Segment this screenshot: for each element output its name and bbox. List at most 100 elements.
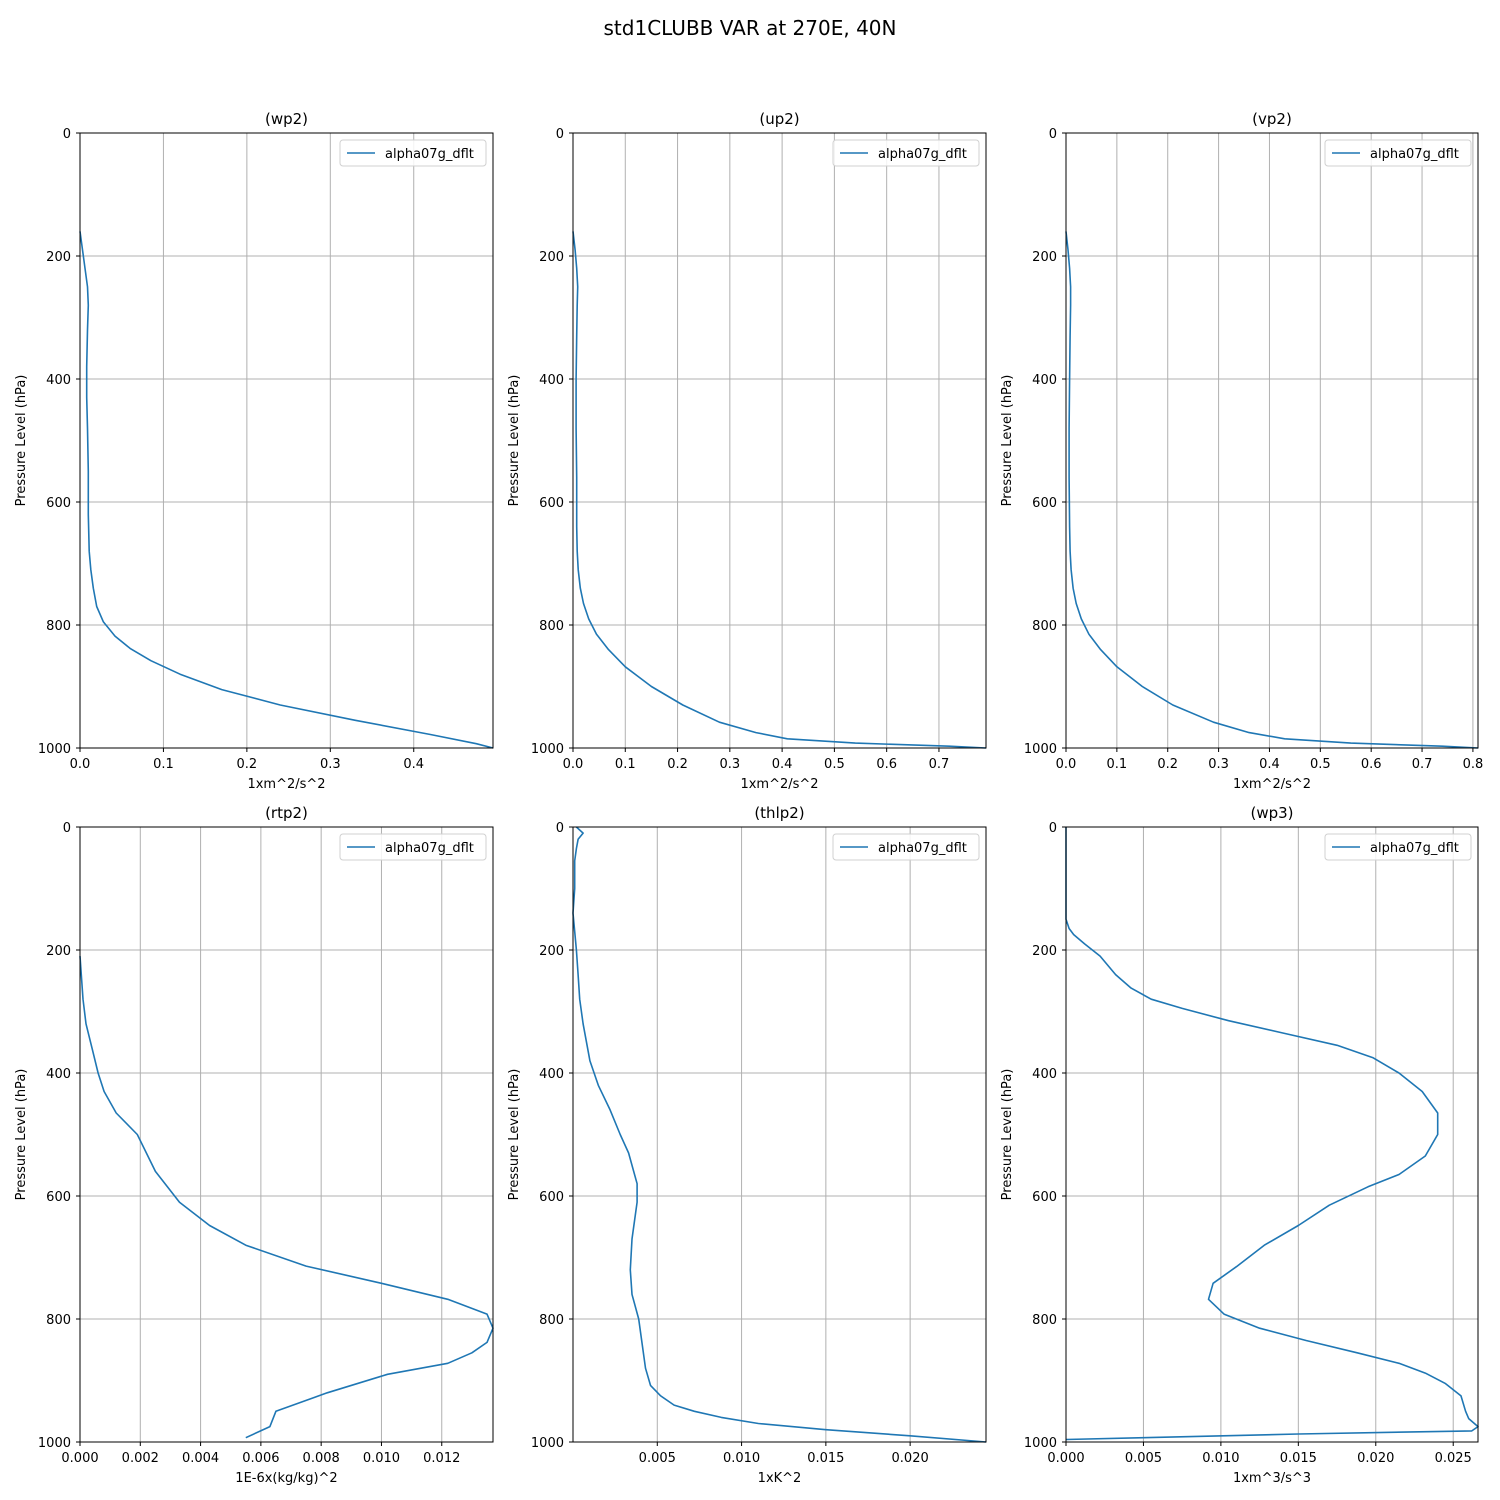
- subplot-thlp2: 0.005 0.010 0.015 0.020 0 200 400 600 800 1000 (th…: [507, 804, 987, 1486]
- x-tick-label: 0.1: [153, 757, 174, 772]
- x-axis-label: 1xm^3/s^3: [1233, 1471, 1311, 1486]
- legend: alpha07g_dflt: [339, 139, 487, 167]
- series-line-alpha07g_dflt: [79, 231, 494, 749]
- y-tick-label: 0: [556, 821, 564, 836]
- x-tick-label: 0.010: [1202, 1451, 1239, 1466]
- x-tick-label: 0.6: [1361, 757, 1382, 772]
- figure-title: std1CLUBB VAR at 270E, 40N: [603, 16, 897, 40]
- y-tick-label: 400: [1032, 1067, 1057, 1082]
- x-tick-label: 0.7: [929, 757, 950, 772]
- y-axis-label: Pressure Level (hPa): [14, 375, 29, 507]
- y-tick-label: 600: [46, 496, 71, 511]
- x-tick-label: 0.006: [242, 1451, 279, 1466]
- legend: alpha07g_dflt: [1324, 833, 1472, 861]
- x-axis-label: 1E-6x(kg/kg)^2: [235, 1471, 337, 1486]
- x-tick-label: 0.008: [303, 1451, 340, 1466]
- subplot-title: (thlp2): [754, 804, 804, 822]
- x-tick-label: 0.1: [615, 757, 636, 772]
- x-tick-label: 0.6: [876, 757, 897, 772]
- x-tick-label: 0.000: [61, 1451, 98, 1466]
- y-tick-label: 200: [46, 944, 71, 959]
- y-tick-label: 800: [1032, 1313, 1057, 1328]
- y-tick-label: 1000: [531, 1436, 564, 1451]
- x-tick-label: 0.3: [320, 757, 341, 772]
- x-axis-label: 1xm^2/s^2: [740, 777, 818, 792]
- y-tick-label: 600: [1032, 1190, 1057, 1205]
- x-tick-label: 0.7: [1412, 757, 1433, 772]
- x-tick-label: 0.020: [892, 1451, 929, 1466]
- legend-label: alpha07g_dflt: [385, 147, 474, 162]
- y-tick-label: 0: [63, 821, 71, 836]
- legend-box: [832, 139, 980, 167]
- x-tick-label: 0.4: [403, 757, 424, 772]
- x-tick-label: 0.4: [772, 757, 793, 772]
- axes-frame: [1065, 826, 1479, 1443]
- y-tick-label: 0: [1049, 127, 1057, 142]
- y-tick-label: 400: [46, 373, 71, 388]
- legend-box: [1324, 139, 1472, 167]
- y-tick-label: 1000: [1024, 742, 1057, 757]
- axes-frame: [572, 132, 987, 749]
- subplot-rtp2: 0.000 0.002 0.004 0.006 0.008 0.010 0.012 0 200 4…: [14, 804, 494, 1486]
- y-tick-label: 800: [539, 619, 564, 634]
- series-line-alpha07g_dflt: [572, 231, 987, 749]
- y-tick-label: 400: [1032, 373, 1057, 388]
- x-tick-label: 0.3: [1208, 757, 1229, 772]
- y-axis-label: Pressure Level (hPa): [14, 1069, 29, 1201]
- x-tick-label: 0.2: [667, 757, 688, 772]
- x-tick-label: 0.5: [824, 757, 845, 772]
- x-tick-label: 0.002: [122, 1451, 159, 1466]
- y-tick-label: 1000: [531, 742, 564, 757]
- subplot-vp2: 0.0 0.1 0.2 0.3 0.4 0.5 0.6 0.7 0.8 0 200 400 600 800…: [1000, 110, 1483, 792]
- subplot-title: (rtp2): [265, 804, 308, 822]
- y-tick-label: 800: [46, 1313, 71, 1328]
- x-tick-label: 0.4: [1259, 757, 1280, 772]
- x-tick-label: 0.3: [719, 757, 740, 772]
- series-line-alpha07g_dflt: [79, 956, 494, 1439]
- axes-frame: [79, 132, 494, 749]
- x-tick-label: 0.010: [363, 1451, 400, 1466]
- subplot-up2: 0.0 0.1 0.2 0.3 0.4 0.5 0.6 0.7 0 200 400 600 800 100…: [507, 110, 987, 792]
- y-tick-label: 200: [1032, 944, 1057, 959]
- legend: alpha07g_dflt: [1324, 139, 1472, 167]
- y-tick-label: 600: [46, 1190, 71, 1205]
- legend: alpha07g_dflt: [339, 833, 487, 861]
- y-tick-label: 1000: [38, 1436, 71, 1451]
- legend-label: alpha07g_dflt: [1370, 147, 1459, 162]
- x-axis-label: 1xm^2/s^2: [247, 777, 325, 792]
- y-axis-label: Pressure Level (hPa): [507, 1069, 522, 1201]
- x-tick-label: 0.005: [1125, 1451, 1162, 1466]
- legend-label: alpha07g_dflt: [878, 841, 967, 856]
- legend-label: alpha07g_dflt: [878, 147, 967, 162]
- y-tick-label: 400: [46, 1067, 71, 1082]
- x-tick-label: 0.0: [563, 757, 584, 772]
- series-line-alpha07g_dflt: [572, 826, 987, 1443]
- y-tick-label: 800: [1032, 619, 1057, 634]
- x-tick-label: 0.020: [1357, 1451, 1394, 1466]
- legend: alpha07g_dflt: [832, 833, 980, 861]
- legend-box: [832, 833, 980, 861]
- subplot-wp2: 0.0 0.1 0.2 0.3 0.4 0 200 400 600 800 1000 (wp2) 1xm…: [14, 110, 494, 792]
- x-tick-label: 0.5: [1310, 757, 1331, 772]
- y-tick-label: 200: [539, 944, 564, 959]
- legend-label: alpha07g_dflt: [1370, 841, 1459, 856]
- axes-frame: [1065, 132, 1479, 749]
- legend: alpha07g_dflt: [832, 139, 980, 167]
- y-tick-label: 0: [1049, 821, 1057, 836]
- y-tick-label: 600: [1032, 496, 1057, 511]
- y-tick-label: 200: [539, 250, 564, 265]
- series-line-alpha07g_dflt: [1065, 231, 1479, 749]
- subplot-title: (wp2): [265, 110, 308, 128]
- x-axis-label: 1xK^2: [758, 1471, 802, 1486]
- x-tick-label: 0.005: [639, 1451, 676, 1466]
- y-tick-label: 1000: [1024, 1436, 1057, 1451]
- x-tick-label: 0.2: [237, 757, 258, 772]
- legend-box: [339, 833, 487, 861]
- x-tick-label: 0.025: [1435, 1451, 1472, 1466]
- subplot-title: (wp3): [1250, 804, 1293, 822]
- x-axis-label: 1xm^2/s^2: [1233, 777, 1311, 792]
- axes-frame: [79, 826, 494, 1443]
- y-tick-label: 200: [46, 250, 71, 265]
- x-tick-label: 0.000: [1047, 1451, 1084, 1466]
- y-tick-label: 600: [539, 496, 564, 511]
